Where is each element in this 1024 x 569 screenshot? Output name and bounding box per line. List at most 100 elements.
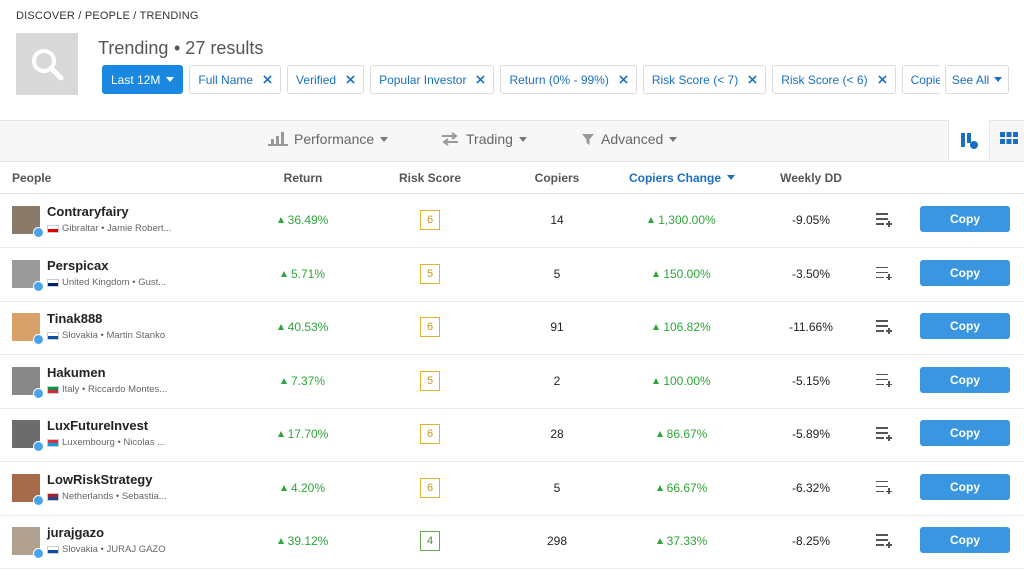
column-header-label[interactable]: Copiers Change: [628, 171, 721, 185]
username[interactable]: LuxFutureInvest: [47, 418, 149, 433]
page-title: Trending: [98, 38, 169, 58]
username[interactable]: Hakumen: [47, 364, 106, 380]
view-icon: [961, 133, 978, 149]
flag: [47, 439, 59, 447]
username[interactable]: jurajgazo: [47, 525, 105, 540]
up-arrow: [280, 484, 287, 491]
column-header[interactable]: Copiers Change: [622, 171, 742, 185]
column-header[interactable]: Return: [243, 171, 363, 185]
filter-chip[interactable]: Full Name: [189, 65, 282, 94]
icon-line: [876, 480, 888, 482]
filter-label[interactable]: Popular Investor: [379, 72, 467, 87]
copy-button[interactable]: Copy: [920, 473, 1010, 500]
filter-chip[interactable]: Copiers: [901, 65, 940, 94]
column-header-label[interactable]: People: [12, 171, 52, 185]
up-arrow: [280, 377, 287, 384]
watchlist-icon[interactable]: [876, 320, 892, 334]
column-header[interactable]: Risk Score: [370, 171, 490, 185]
copy-button[interactable]: Copy: [920, 527, 1010, 553]
filter-chip[interactable]: Last 12M: [102, 65, 184, 94]
tab-label[interactable]: Trading: [466, 131, 513, 147]
icon-line: [876, 325, 888, 327]
remove-icon[interactable]: [263, 75, 272, 84]
tab[interactable]: Trading: [440, 131, 527, 147]
column-header-label[interactable]: Return: [283, 171, 323, 185]
return-cell: 5.71%: [243, 267, 363, 281]
tab[interactable]: Performance: [268, 131, 389, 147]
column-header-label[interactable]: Risk Score: [398, 171, 462, 185]
copiers-change-cell: 106.82%: [622, 320, 742, 334]
up-arrow: [648, 217, 655, 223]
flag: [47, 225, 59, 233]
copy-button[interactable]: Copy: [920, 366, 1010, 393]
weekly-dd: -5.15%: [791, 373, 831, 388]
tab-label[interactable]: Advanced: [601, 131, 664, 147]
column-header[interactable]: Weekly DD: [751, 171, 871, 185]
tab-icon: [442, 132, 458, 146]
remove-icon[interactable]: [619, 75, 628, 84]
username[interactable]: Tinak888: [47, 311, 103, 326]
column-header-label[interactable]: Copiers: [534, 171, 580, 185]
flag: [47, 278, 59, 287]
username[interactable]: LowRiskStrategy: [47, 471, 153, 487]
username[interactable]: Perspicax: [47, 257, 109, 273]
copiers-change: 37.33%: [666, 534, 708, 548]
watchlist-icon[interactable]: [876, 480, 892, 495]
tab[interactable]: Advanced: [581, 131, 678, 147]
return-cell: 39.12%: [243, 534, 363, 548]
icon-line: [876, 432, 888, 434]
icon-plus: [888, 274, 890, 281]
tab-icon: [582, 134, 594, 145]
up-arrow: [653, 324, 660, 330]
filter-label[interactable]: Risk Score (< 7): [651, 72, 739, 87]
column-header-label[interactable]: Weekly DD: [780, 171, 842, 185]
filter-chip[interactable]: Risk Score (< 7): [642, 65, 767, 94]
icon-line: [876, 271, 888, 273]
copy-button[interactable]: Copy: [920, 259, 1010, 286]
popular-badge: [33, 280, 44, 292]
username[interactable]: Contraryfairy: [47, 204, 129, 219]
filter-label[interactable]: Risk Score (< 6): [781, 72, 868, 87]
return-cell: 17.70%: [243, 427, 363, 441]
column-header[interactable]: People: [12, 171, 51, 185]
filter-label[interactable]: Full Name: [198, 72, 254, 87]
watchlist-icon[interactable]: [876, 534, 892, 548]
user-details: Luxembourg • Nicolas ...: [62, 437, 166, 448]
return-value: 17.70%: [287, 427, 329, 441]
grid-view[interactable]: [1000, 132, 1018, 151]
up-arrow: [277, 324, 284, 330]
watchlist-icon[interactable]: [876, 266, 892, 281]
table-row: LuxFutureInvest Luxembourg • Nicolas ... 1…: [0, 408, 1024, 462]
see-all[interactable]: See All: [945, 65, 1009, 94]
watchlist-icon[interactable]: [876, 213, 892, 227]
weekly-dd: -6.32%: [791, 480, 831, 495]
filter-chip[interactable]: Popular Investor: [370, 65, 495, 94]
watchlist-icon[interactable]: [876, 373, 892, 388]
remove-icon[interactable]: [877, 75, 887, 84]
copy-button[interactable]: Copy: [920, 420, 1010, 446]
breadcrumb[interactable]: DISCOVER / PEOPLE / TRENDING: [16, 10, 199, 22]
popular-badge: [33, 387, 44, 399]
remove-icon[interactable]: [476, 75, 486, 84]
see-all-label[interactable]: See All: [951, 72, 990, 87]
view-settings[interactable]: [948, 120, 990, 160]
filter-label[interactable]: Copiers: [910, 72, 940, 87]
copy-button[interactable]: Copy: [920, 206, 1010, 232]
results-count: • 27 results: [174, 38, 264, 58]
copiers: 5: [553, 480, 561, 495]
filter-chip[interactable]: Risk Score (< 6): [772, 65, 896, 94]
copy-button[interactable]: Copy: [920, 313, 1010, 339]
filter-chip[interactable]: Verified: [287, 65, 365, 94]
filter-label[interactable]: Last 12M: [111, 72, 161, 87]
caret: [994, 77, 1003, 82]
watchlist-icon[interactable]: [876, 427, 892, 441]
filter-chip[interactable]: Return (0% - 99%): [500, 65, 637, 94]
copiers-change: 100.00%: [663, 373, 711, 388]
remove-icon[interactable]: [346, 75, 355, 84]
tab-label[interactable]: Performance: [294, 131, 375, 147]
copiers-change: 86.67%: [666, 427, 708, 441]
column-header[interactable]: Copiers: [497, 171, 617, 185]
filter-label[interactable]: Return (0% - 99%): [509, 72, 609, 87]
filter-label[interactable]: Verified: [296, 72, 337, 87]
remove-icon[interactable]: [748, 75, 757, 84]
